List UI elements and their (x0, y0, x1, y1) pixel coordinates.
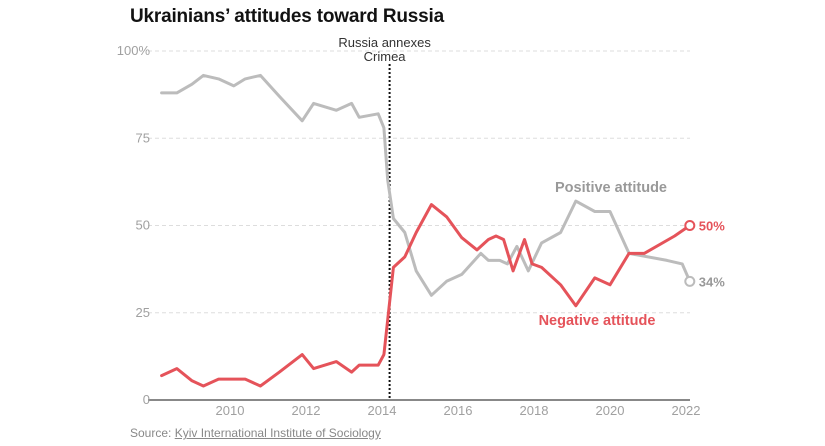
y-tick-label: 75 (136, 130, 150, 145)
end-label-positive-attitude: 34% (699, 274, 725, 289)
crimea-annotation: Russia annexes Crimea (338, 35, 431, 400)
x-tick-label: 2014 (368, 403, 397, 418)
end-marker-positive-attitude (684, 275, 696, 287)
y-tick-label: 25 (136, 305, 150, 320)
grid (148, 50, 690, 401)
y-tick-label: 100% (117, 43, 151, 58)
x-axis: 2010 2012 2014 2016 2018 2020 2022 (216, 403, 701, 418)
series-line-positive-attitude (160, 73, 692, 297)
end-marker-negative-attitude (684, 220, 696, 231)
x-tick-label: 2012 (292, 403, 321, 418)
y-tick-label: 0 (143, 392, 150, 407)
legend-negative-attitude: Negative attitude (539, 313, 656, 329)
source-note: Source: Kyiv International Institute of … (130, 426, 381, 440)
source-prefix: Source: (130, 426, 175, 440)
x-tick-label: 2010 (216, 403, 245, 418)
x-tick-label: 2016 (444, 403, 473, 418)
series-line-negative-attitude (160, 203, 692, 388)
x-tick-label: 2020 (596, 403, 625, 418)
annotation-label-line-1: Russia annexes (338, 35, 431, 50)
x-tick-label: 2022 (672, 403, 701, 418)
y-axis: 0 25 50 75 100% (117, 43, 151, 407)
source-link[interactable]: Kyiv International Institute of Sociolog… (174, 426, 381, 440)
end-label-negative-attitude: 50% (699, 219, 725, 234)
y-tick-label: 50 (136, 218, 150, 233)
chart-title: Ukrainians’ attitudes toward Russia (130, 6, 444, 27)
legend-positive-attitude: Positive attitude (555, 180, 667, 196)
x-tick-label: 2018 (520, 403, 549, 418)
series-group: 34% 50% (160, 73, 725, 388)
annotation-label-line-2: Crimea (364, 49, 407, 64)
